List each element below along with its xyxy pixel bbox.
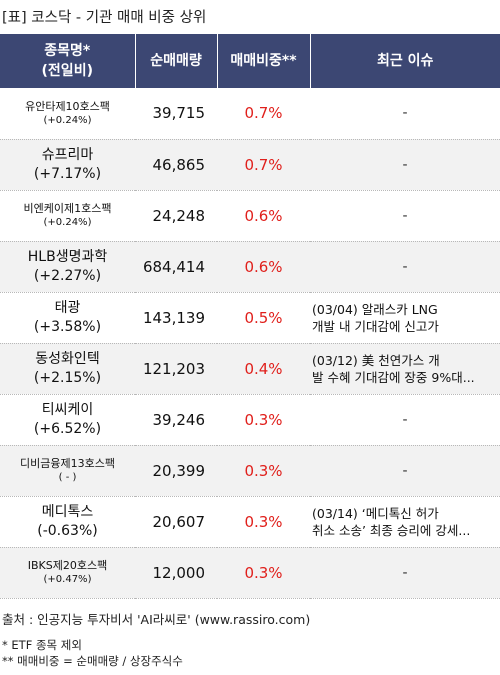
stock-change: (+7.17%) bbox=[33, 165, 102, 182]
recent-issue: (03/04) 알래스카 LNG 개발 내 기대감에 신고가 bbox=[310, 292, 500, 344]
trade-ratio: 0.3% bbox=[217, 496, 310, 548]
trade-ratio: 0.7% bbox=[217, 139, 310, 191]
recent-issue: - bbox=[310, 190, 500, 242]
table-row: 티씨케이 (+6.52%) 39,246 0.3% - bbox=[0, 394, 500, 446]
footnote-etf: * ETF 종목 제외 bbox=[2, 638, 82, 652]
source-note: 출처 : 인공지능 투자비서 'AI라씨로' (www.rassiro.com) bbox=[2, 612, 311, 627]
issue-line2: 발 수혜 기대감에 장중 9%대... bbox=[312, 369, 475, 385]
stock-cell: HLB생명과학 (+2.27%) bbox=[0, 241, 135, 293]
stock-name: 메디톡스 bbox=[41, 503, 94, 520]
recent-issue: - bbox=[310, 445, 500, 497]
stock-change: (+2.15%) bbox=[33, 369, 102, 386]
net-volume: 12,000 bbox=[135, 547, 217, 599]
table-header-row: 종목명* (전일비) 순매매량 매매비중** 최근 이슈 bbox=[0, 34, 500, 88]
stock-change: (-0.63%) bbox=[37, 522, 98, 539]
stock-name: 태광 bbox=[54, 299, 81, 316]
header-stock-name-line2: (전일비) bbox=[41, 63, 93, 79]
stock-cell: 유안타제10호스팩 (+0.24%) bbox=[0, 88, 135, 140]
stock-cell: 디비금융제13호스팩 ( - ) bbox=[0, 445, 135, 497]
table-row: 디비금융제13호스팩 ( - ) 20,399 0.3% - bbox=[0, 445, 500, 497]
net-volume: 24,248 bbox=[135, 190, 217, 242]
stock-name: 디비금융제13호스팩 bbox=[20, 457, 115, 470]
net-volume: 39,715 bbox=[135, 88, 217, 140]
stock-name: HLB생명과학 bbox=[27, 248, 108, 265]
net-volume: 684,414 bbox=[135, 241, 217, 293]
table-row: 비엔케이제1호스팩 (+0.24%) 24,248 0.6% - bbox=[0, 190, 500, 242]
stock-cell: 슈프리마 (+7.17%) bbox=[0, 139, 135, 191]
table-row: HLB생명과학 (+2.27%) 684,414 0.6% - bbox=[0, 241, 500, 293]
header-stock-name: 종목명* (전일비) bbox=[0, 34, 136, 88]
trade-ratio: 0.3% bbox=[217, 547, 310, 599]
recent-issue: - bbox=[310, 241, 500, 293]
issue-line1: (03/14) ‘메디톡신 허가 bbox=[312, 505, 439, 521]
net-volume: 121,203 bbox=[135, 343, 217, 395]
issue-line2: 개발 내 기대감에 신고가 bbox=[312, 318, 439, 334]
trade-ratio: 0.3% bbox=[217, 394, 310, 446]
recent-issue: - bbox=[310, 88, 500, 140]
trade-ratio: 0.3% bbox=[217, 445, 310, 497]
issue-line1: (03/04) 알래스카 LNG bbox=[312, 301, 438, 317]
stock-name: 슈프리마 bbox=[41, 146, 94, 163]
net-volume: 143,139 bbox=[135, 292, 217, 344]
stock-cell: 태광 (+3.58%) bbox=[0, 292, 135, 344]
stock-cell: 메디톡스 (-0.63%) bbox=[0, 496, 135, 548]
stock-name: 비엔케이제1호스팩 bbox=[23, 202, 112, 215]
table-row: IBKS제20호스팩 (+0.47%) 12,000 0.3% - bbox=[0, 547, 500, 599]
stock-change: ( - ) bbox=[58, 472, 77, 483]
stock-change: (+6.52%) bbox=[33, 420, 102, 437]
table-row: 동성화인텍 (+2.15%) 121,203 0.4% (03/12) 美 천연가스 개… bbox=[0, 343, 500, 395]
stock-name: 티씨케이 bbox=[41, 401, 94, 418]
net-volume: 20,607 bbox=[135, 496, 217, 548]
trade-ratio: 0.5% bbox=[217, 292, 310, 344]
net-volume: 20,399 bbox=[135, 445, 217, 497]
header-recent-issue: 최근 이슈 bbox=[310, 34, 500, 88]
stock-cell: IBKS제20호스팩 (+0.47%) bbox=[0, 547, 135, 599]
stock-cell: 티씨케이 (+6.52%) bbox=[0, 394, 135, 446]
stock-change: (+0.24%) bbox=[43, 217, 92, 228]
stock-change: (+2.27%) bbox=[33, 267, 102, 284]
trade-ratio: 0.4% bbox=[217, 343, 310, 395]
page-title: [표] 코스닥 - 기관 매매 비중 상위 bbox=[2, 10, 207, 26]
stock-change: (+3.58%) bbox=[33, 318, 102, 335]
recent-issue: - bbox=[310, 547, 500, 599]
table-row: 유안타제10호스팩 (+0.24%) 39,715 0.7% - bbox=[0, 88, 500, 140]
net-volume: 46,865 bbox=[135, 139, 217, 191]
stock-cell: 동성화인텍 (+2.15%) bbox=[0, 343, 135, 395]
header-stock-name-line1: 종목명* bbox=[44, 43, 91, 59]
issue-line1: (03/12) 美 천연가스 개 bbox=[312, 352, 440, 368]
stock-name: 동성화인텍 bbox=[35, 350, 100, 367]
stock-name: 유안타제10호스팩 bbox=[25, 99, 110, 113]
issue-line2: 취소 소송’ 최종 승리에 강세... bbox=[312, 522, 471, 538]
trade-ratio: 0.6% bbox=[217, 241, 310, 293]
stock-name: IBKS제20호스팩 bbox=[27, 559, 108, 572]
table-row: 슈프리마 (+7.17%) 46,865 0.7% - bbox=[0, 139, 500, 191]
trade-ratio: 0.7% bbox=[217, 88, 310, 140]
net-volume: 39,246 bbox=[135, 394, 217, 446]
table-row: 메디톡스 (-0.63%) 20,607 0.3% (03/14) ‘메디톡신 허가 취소… bbox=[0, 496, 500, 548]
institution-trading-table: 종목명* (전일비) 순매매량 매매비중** 최근 이슈 유안타제10호스팩 (+… bbox=[0, 34, 500, 599]
table-row: 태광 (+3.58%) 143,139 0.5% (03/04) 알래스카 LNG 개발… bbox=[0, 292, 500, 344]
header-trade-ratio: 매매비중** bbox=[217, 34, 311, 88]
stock-change: (+0.24%) bbox=[43, 114, 92, 126]
recent-issue: (03/14) ‘메디톡신 허가 취소 소송’ 최종 승리에 강세... bbox=[310, 496, 500, 548]
stock-change: (+0.47%) bbox=[43, 574, 92, 585]
trade-ratio: 0.6% bbox=[217, 190, 310, 242]
recent-issue: - bbox=[310, 394, 500, 446]
recent-issue: - bbox=[310, 139, 500, 191]
header-net-volume: 순매매량 bbox=[135, 34, 218, 88]
stock-cell: 비엔케이제1호스팩 (+0.24%) bbox=[0, 190, 135, 242]
footnote-ratio: ** 매매비중 = 순매매량 / 상장주식수 bbox=[2, 654, 183, 668]
